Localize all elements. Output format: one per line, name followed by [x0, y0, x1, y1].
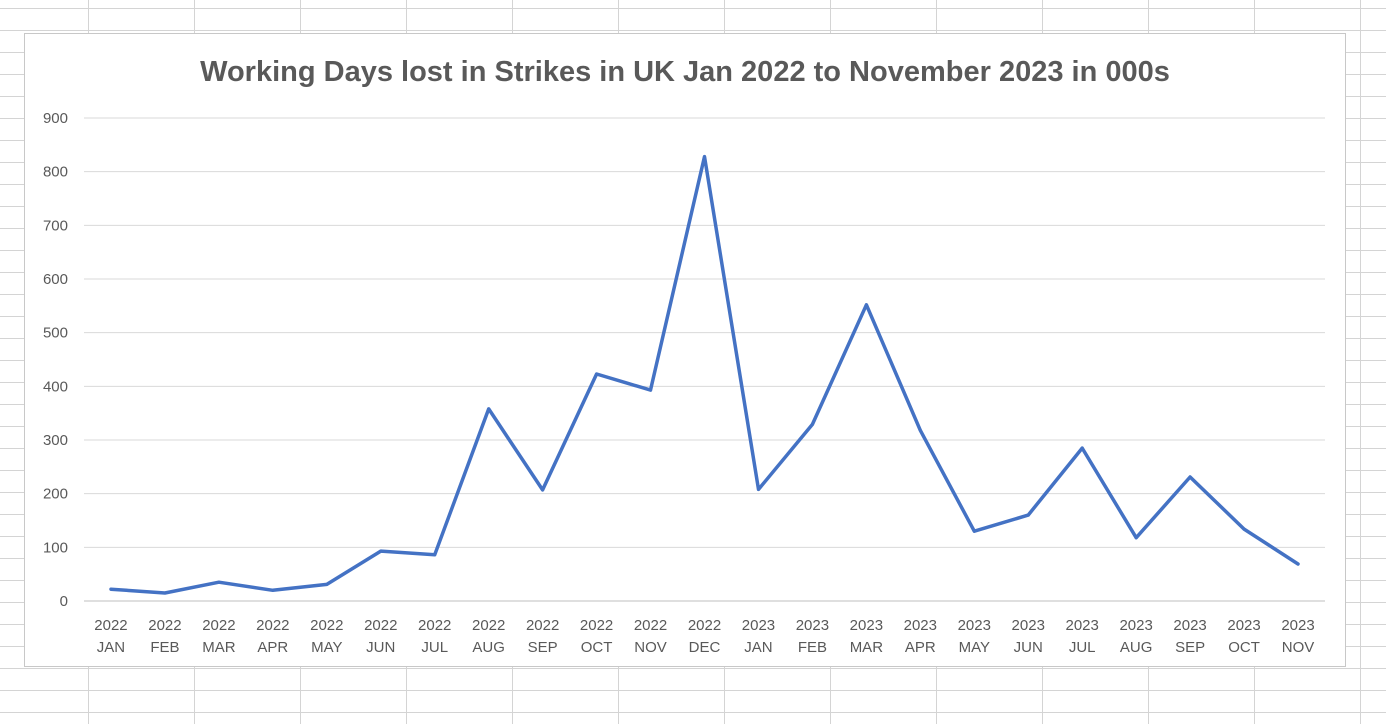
- x-tick-label-year-6: 2022: [418, 617, 451, 634]
- x-tick-label-month-21: OCT: [1228, 639, 1260, 656]
- x-tick-label-month-20: SEP: [1175, 639, 1205, 656]
- x-tick-label-year-9: 2022: [580, 617, 613, 634]
- x-tick-label-month-5: JUN: [366, 639, 395, 656]
- data-point-0-17: [1026, 513, 1030, 517]
- x-tick-label-month-10: NOV: [634, 639, 667, 656]
- y-tick-label-400: 400: [43, 378, 68, 395]
- data-point-0-13: [810, 422, 814, 426]
- x-tick-label-year-4: 2022: [310, 617, 343, 634]
- x-tick-label-year-12: 2023: [742, 617, 775, 634]
- y-tick-label-300: 300: [43, 432, 68, 449]
- x-tick-label-month-16: MAY: [959, 639, 990, 656]
- x-tick-label-year-7: 2022: [472, 617, 505, 634]
- x-tick-label-month-15: APR: [905, 639, 936, 656]
- data-point-0-20: [1188, 475, 1192, 479]
- x-tick-label-month-3: APR: [257, 639, 288, 656]
- x-tick-label-year-11: 2022: [688, 617, 721, 634]
- data-point-0-12: [756, 487, 760, 491]
- data-point-0-4: [325, 582, 329, 586]
- data-point-0-21: [1242, 527, 1246, 531]
- y-tick-label-900: 900: [43, 110, 68, 127]
- y-tick-label-700: 700: [43, 217, 68, 234]
- chart-title: Working Days lost in Strikes in UK Jan 2…: [200, 56, 1170, 88]
- x-tick-label-month-22: NOV: [1282, 639, 1315, 656]
- x-tick-label-year-19: 2023: [1119, 617, 1152, 634]
- data-point-0-16: [972, 529, 976, 533]
- data-point-0-3: [271, 588, 275, 592]
- y-tick-label-500: 500: [43, 325, 68, 342]
- data-point-0-8: [541, 488, 545, 492]
- data-point-0-11: [703, 155, 706, 159]
- x-tick-label-year-2: 2022: [202, 617, 235, 634]
- x-tick-label-month-11: DEC: [689, 639, 721, 656]
- x-tick-label-year-3: 2022: [256, 617, 289, 634]
- data-point-0-2: [217, 580, 221, 584]
- x-tick-label-month-4: MAY: [311, 639, 342, 656]
- data-point-0-14: [864, 303, 868, 307]
- x-tick-label-year-13: 2023: [796, 617, 829, 634]
- chart-area[interactable]: Working Days lost in Strikes in UK Jan 2…: [24, 33, 1346, 667]
- x-tick-label-year-18: 2023: [1066, 617, 1099, 634]
- y-tick-label-100: 100: [43, 539, 68, 556]
- x-tick-label-month-17: JUN: [1014, 639, 1043, 656]
- x-tick-label-month-18: JUL: [1069, 639, 1096, 656]
- x-tick-label-month-8: SEP: [528, 639, 558, 656]
- data-point-0-1: [163, 591, 167, 595]
- x-tick-label-year-5: 2022: [364, 617, 397, 634]
- x-tick-label-year-15: 2023: [904, 617, 937, 634]
- x-tick-label-month-14: MAR: [850, 639, 884, 656]
- y-tick-label-200: 200: [43, 486, 68, 503]
- line-chart: 0 100 200 300 400 500 600 700 800 900 2022 JAN 2022 F…: [43, 110, 1325, 656]
- data-point-0-15: [918, 428, 922, 432]
- data-point-0-0: [109, 587, 113, 591]
- x-tick-label-year-21: 2023: [1227, 617, 1260, 634]
- data-point-0-18: [1080, 446, 1084, 450]
- x-tick-label-year-17: 2023: [1012, 617, 1045, 634]
- x-tick-label-month-1: FEB: [150, 639, 179, 656]
- x-tick-label-month-12: JAN: [744, 639, 772, 656]
- x-tick-label-year-16: 2023: [958, 617, 991, 634]
- data-point-0-7: [487, 407, 491, 411]
- x-tick-label-year-14: 2023: [850, 617, 883, 634]
- data-point-0-9: [595, 372, 599, 376]
- y-tick-label-600: 600: [43, 271, 68, 288]
- x-tick-label-month-6: JUL: [421, 639, 448, 656]
- y-tick-label-0: 0: [60, 593, 68, 610]
- x-tick-label-year-1: 2022: [148, 617, 181, 634]
- x-tick-label-month-0: JAN: [97, 639, 125, 656]
- y-tick-label-800: 800: [43, 164, 68, 181]
- data-point-0-19: [1134, 536, 1138, 540]
- x-tick-label-month-2: MAR: [202, 639, 236, 656]
- x-tick-label-year-20: 2023: [1173, 617, 1206, 634]
- data-point-0-22: [1296, 562, 1300, 566]
- x-tick-label-month-9: OCT: [581, 639, 613, 656]
- data-point-0-5: [379, 549, 383, 553]
- data-point-0-6: [433, 553, 437, 557]
- x-tick-label-year-8: 2022: [526, 617, 559, 634]
- series-line-0: [109, 154, 1300, 595]
- x-tick-label-month-7: AUG: [472, 639, 505, 656]
- x-tick-label-month-13: FEB: [798, 639, 827, 656]
- data-point-0-10: [649, 388, 653, 392]
- x-tick-label-year-0: 2022: [94, 617, 127, 634]
- x-tick-label-month-19: AUG: [1120, 639, 1153, 656]
- x-tick-label-year-10: 2022: [634, 617, 667, 634]
- x-tick-label-year-22: 2023: [1281, 617, 1314, 634]
